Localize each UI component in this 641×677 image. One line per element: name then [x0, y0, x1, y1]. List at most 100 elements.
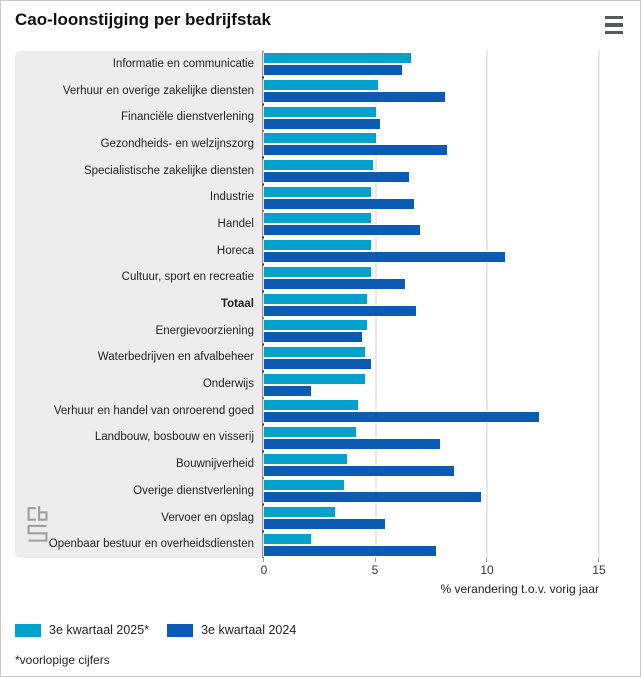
chart-row: Bouwnijverheid	[15, 451, 628, 478]
bar-kwartaal-2024[interactable]	[264, 252, 506, 263]
x-tick-mark	[598, 558, 599, 562]
bar-group	[264, 133, 599, 156]
legend-swatch	[15, 623, 41, 637]
x-tick-label: 5	[371, 563, 379, 577]
bar-kwartaal-2025[interactable]	[264, 426, 356, 437]
bar-kwartaal-2024[interactable]	[264, 92, 445, 103]
chart-row: Verhuur en handel van onroerend goed	[15, 398, 628, 425]
bar-group	[264, 533, 599, 556]
bar-kwartaal-2024[interactable]	[264, 358, 372, 369]
x-tick-label: 15	[592, 563, 606, 577]
bar-kwartaal-2025[interactable]	[264, 266, 372, 277]
bar-kwartaal-2025[interactable]	[264, 106, 376, 117]
category-label: Handel	[217, 217, 254, 230]
bar-group	[264, 160, 599, 183]
chart-row: Openbaar bestuur en overheidsdiensten	[15, 531, 628, 558]
chart-row: Verhuur en overige zakelijke diensten	[15, 78, 628, 105]
chart-row: Financiële dienstverlening	[15, 104, 628, 131]
category-label: Bouwnijverheid	[176, 458, 254, 471]
chart-row: Specialistische zakelijke diensten	[15, 158, 628, 185]
bar-kwartaal-2024[interactable]	[264, 305, 416, 316]
chart-area: Informatie en communicatie Verhuur en ove…	[15, 51, 628, 558]
bar-kwartaal-2024[interactable]	[264, 545, 436, 556]
bar-kwartaal-2024[interactable]	[264, 118, 381, 129]
bar-group	[264, 186, 599, 209]
bar-group	[264, 240, 599, 263]
legend-item-2025: 3e kwartaal 2025*	[15, 623, 149, 637]
category-label: Cultuur, sport en recreatie	[121, 271, 254, 284]
bar-kwartaal-2025[interactable]	[264, 480, 345, 491]
bar-group	[264, 320, 599, 343]
bar-kwartaal-2025[interactable]	[264, 507, 336, 518]
category-label: Informatie en communicatie	[112, 57, 254, 70]
x-axis-title: % verandering t.o.v. vorig jaar	[440, 582, 599, 596]
bar-kwartaal-2024[interactable]	[264, 65, 403, 76]
category-label: Totaal	[220, 298, 254, 311]
chart-row: Overige dienstverlening	[15, 478, 628, 505]
x-tick-mark	[263, 558, 264, 562]
bar-kwartaal-2025[interactable]	[264, 533, 311, 544]
gridline-5	[374, 51, 377, 558]
y-axis-line	[262, 51, 264, 558]
category-label: Landbouw, bosbouw en visserij	[94, 431, 254, 444]
bar-kwartaal-2024[interactable]	[264, 412, 539, 423]
chart-row: Energievoorziening	[15, 318, 628, 345]
bar-kwartaal-2025[interactable]	[264, 346, 365, 357]
bar-kwartaal-2025[interactable]	[264, 240, 372, 251]
category-label: Energievoorziening	[155, 324, 254, 337]
chart-row: Landbouw, bosbouw en visserij	[15, 425, 628, 452]
chart-row: Horeca	[15, 238, 628, 265]
category-label: Onderwijs	[202, 378, 254, 391]
bar-kwartaal-2025[interactable]	[264, 80, 378, 91]
hamburger-icon	[605, 16, 623, 20]
category-label: Specialistische zakelijke diensten	[83, 164, 254, 177]
bar-kwartaal-2025[interactable]	[264, 373, 365, 384]
bar-kwartaal-2025[interactable]	[264, 133, 376, 144]
footnote: *voorlopige cijfers	[15, 653, 110, 667]
bar-kwartaal-2025[interactable]	[264, 320, 367, 331]
chart-row: Totaal	[15, 291, 628, 318]
bar-kwartaal-2024[interactable]	[264, 465, 454, 476]
bar-kwartaal-2024[interactable]	[264, 172, 410, 183]
category-label-panel	[15, 51, 262, 558]
bar-group	[264, 480, 599, 503]
chart-row: Industrie	[15, 184, 628, 211]
hamburger-icon	[605, 23, 623, 27]
legend-label: 3e kwartaal 2025*	[49, 623, 150, 637]
bar-kwartaal-2025[interactable]	[264, 186, 372, 197]
bar-group	[264, 266, 599, 289]
x-tick-label: 10	[480, 563, 494, 577]
bar-kwartaal-2025[interactable]	[264, 160, 374, 171]
bar-kwartaal-2025[interactable]	[264, 400, 358, 411]
bar-kwartaal-2024[interactable]	[264, 438, 441, 449]
chart-row: Handel	[15, 211, 628, 238]
bar-kwartaal-2024[interactable]	[264, 492, 481, 503]
bar-kwartaal-2024[interactable]	[264, 519, 385, 530]
bar-group	[264, 346, 599, 369]
bar-kwartaal-2025[interactable]	[264, 453, 347, 464]
menu-button[interactable]	[605, 16, 625, 34]
bar-group	[264, 293, 599, 316]
bar-kwartaal-2024[interactable]	[264, 225, 421, 236]
category-label: Horeca	[216, 244, 254, 257]
bar-kwartaal-2024[interactable]	[264, 145, 448, 156]
category-label: Verhuur en overige zakelijke diensten	[62, 84, 254, 97]
bar-kwartaal-2025[interactable]	[264, 53, 412, 64]
category-label: Openbaar bestuur en overheidsdiensten	[48, 538, 254, 551]
bar-kwartaal-2025[interactable]	[264, 213, 372, 224]
bar-group	[264, 400, 599, 423]
bar-kwartaal-2024[interactable]	[264, 278, 405, 289]
hamburger-icon	[605, 30, 623, 34]
bar-kwartaal-2025[interactable]	[264, 293, 367, 304]
chart-row: Informatie en communicatie	[15, 51, 628, 78]
bar-group	[264, 373, 599, 396]
chart-row: Vervoer en opslag	[15, 505, 628, 532]
x-tick-mark	[486, 558, 487, 562]
x-tick-mark	[375, 558, 376, 562]
bar-group	[264, 80, 599, 103]
legend-label: 3e kwartaal 2024	[201, 623, 297, 637]
bar-kwartaal-2024[interactable]	[264, 385, 311, 396]
chart-row: Waterbedrijven en afvalbeheer	[15, 345, 628, 372]
bar-kwartaal-2024[interactable]	[264, 332, 363, 343]
bar-kwartaal-2024[interactable]	[264, 198, 414, 209]
